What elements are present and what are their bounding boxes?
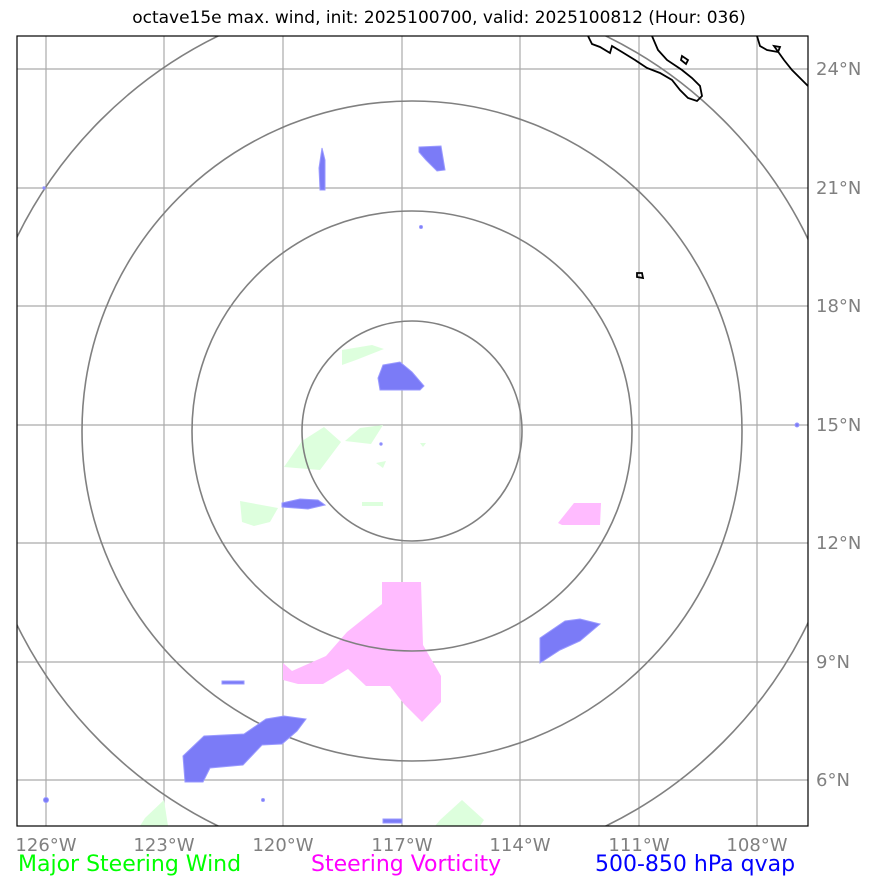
- qvap-patch: [221, 680, 245, 685]
- steering-wind-areas: [140, 345, 484, 826]
- qvap-patch: [382, 818, 403, 824]
- wind-patch: [140, 800, 168, 826]
- range-ring: [301, 320, 523, 542]
- range-ring: [191, 210, 633, 652]
- lat-tick: 12°N: [816, 533, 861, 554]
- lon-tick: 108°W: [726, 835, 787, 856]
- qvap-patch: [318, 147, 326, 191]
- lat-tick: 6°N: [816, 770, 850, 791]
- steering-vorticity-areas: [283, 503, 601, 722]
- lon-tick: 117°W: [371, 835, 432, 856]
- wind-patch: [284, 427, 341, 470]
- legend-steering-wind: Major Steering Wind: [18, 852, 242, 877]
- lon-tick: 111°W: [608, 835, 669, 856]
- lat-tick: 18°N: [816, 296, 861, 317]
- qvap-patch: [377, 361, 425, 391]
- qvap-patch: [418, 145, 446, 172]
- lat-tick: 9°N: [816, 652, 850, 673]
- plot-frame: [16, 35, 809, 827]
- lat-tick: 15°N: [816, 415, 861, 436]
- lat-tick: 24°N: [816, 59, 861, 80]
- range-ring: [17, 36, 808, 826]
- qvap-patch: [539, 618, 602, 664]
- qvap-patch: [281, 498, 327, 510]
- qvap-dot: [794, 422, 800, 428]
- coastline: [587, 36, 808, 280]
- lon-tick-labels: 126°W 123°W 120°W 117°W 114°W 111°W 108°…: [15, 835, 787, 856]
- wind-patch: [342, 345, 384, 365]
- wind-patch: [362, 502, 383, 506]
- lon-tick: 123°W: [133, 835, 194, 856]
- lat-tick-labels: 24°N 21°N 18°N 15°N 12°N 9°N 6°N: [816, 59, 861, 791]
- wind-patch: [345, 425, 383, 444]
- wind-patch: [240, 501, 278, 526]
- map-title: octave15e max. wind, init: 2025100700, v…: [132, 8, 746, 28]
- qvap-dot: [42, 186, 46, 190]
- range-ring: [81, 100, 743, 762]
- vorticity-patch: [558, 503, 601, 525]
- lat-tick: 21°N: [816, 178, 861, 199]
- lon-tick: 114°W: [489, 835, 550, 856]
- qvap-dot: [419, 225, 423, 229]
- lon-tick: 126°W: [15, 835, 76, 856]
- legend-qvap: 500-850 hPa qvap: [595, 852, 796, 877]
- lon-tick: 120°W: [252, 835, 313, 856]
- qvap-dot: [379, 442, 383, 446]
- qvap-patch: [182, 715, 307, 783]
- legend-steering-vorticity: Steering Vorticity: [311, 852, 502, 877]
- qvap-areas: [42, 145, 800, 824]
- qvap-dot: [261, 798, 265, 802]
- wind-patch: [420, 443, 426, 447]
- vorticity-patch: [283, 582, 441, 722]
- wind-patch: [376, 461, 386, 468]
- range-rings: [17, 36, 808, 826]
- wind-patch: [435, 800, 484, 826]
- qvap-dot: [43, 797, 49, 803]
